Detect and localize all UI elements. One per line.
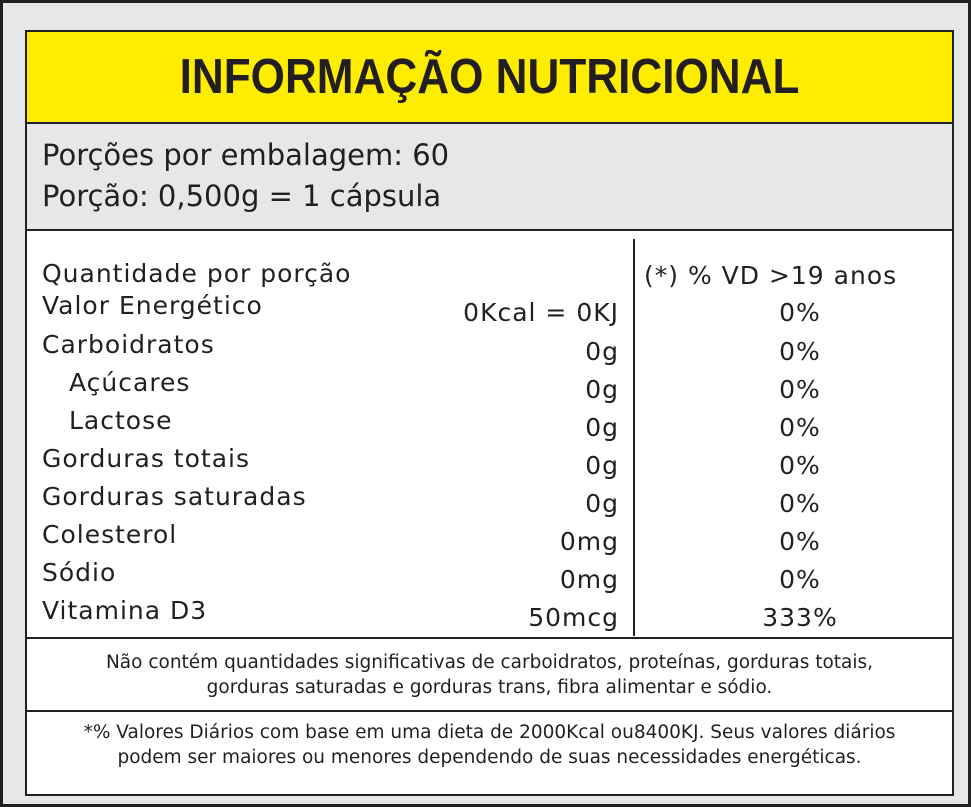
note-line: gorduras saturadas e gorduras trans, fib… xyxy=(206,677,773,698)
nutrient-quantity: 0Kcal = 0KJ xyxy=(463,298,619,327)
table-row: Açúcares 0g 0% xyxy=(27,368,952,406)
insignificant-amounts-note: Não contém quantidades significativas de… xyxy=(27,650,952,700)
nutrient-quantity: 0g xyxy=(585,413,619,442)
nutrient-daily-value: 333% xyxy=(762,603,838,632)
footnote-line: *% Valores Diários com base em uma dieta… xyxy=(83,722,896,743)
nutrient-daily-value: 0% xyxy=(779,565,821,594)
nutrient-quantity: 50mcg xyxy=(528,603,619,632)
table-row: Valor Energético 0Kcal = 0KJ 0% xyxy=(27,291,952,329)
table-row: Carboidratos 0g 0% xyxy=(27,330,952,368)
nutrient-name: Colesterol xyxy=(42,520,178,549)
nutrient-daily-value: 0% xyxy=(779,337,821,366)
nutrient-name: Gorduras saturadas xyxy=(42,482,307,511)
nutrient-quantity: 0g xyxy=(585,375,619,404)
nutrient-daily-value: 0% xyxy=(779,489,821,518)
nutrient-daily-value: 0% xyxy=(779,375,821,404)
table-row: Gorduras totais 0g 0% xyxy=(27,444,952,482)
label-header: INFORMAÇÃO NUTRICIONAL xyxy=(25,30,954,124)
footnote-line: podem ser maiores ou menores dependendo … xyxy=(117,747,862,768)
nutrient-quantity: 0g xyxy=(585,451,619,480)
table-row: Lactose 0g 0% xyxy=(27,406,952,444)
table-row: Vitamina D3 50mcg 333% xyxy=(27,596,952,634)
portion-size: Porção: 0,500g = 1 cápsula xyxy=(42,179,442,213)
nutrient-name: Lactose xyxy=(69,406,173,435)
serving-info: Porções por embalagem: 60 Porção: 0,500g… xyxy=(27,124,952,231)
table-row: Colesterol 0mg 0% xyxy=(27,520,952,558)
nutrient-quantity: 0g xyxy=(585,337,619,366)
column-divider xyxy=(633,239,635,636)
table-bottom-divider xyxy=(27,637,952,639)
nutrient-name: Gorduras totais xyxy=(42,444,250,473)
table-row: Sódio 0mg 0% xyxy=(27,558,952,596)
nutrient-name: Sódio xyxy=(42,558,117,587)
daily-value-header: (*) % VD >19 anos xyxy=(644,261,898,290)
table-row: Gorduras saturadas 0g 0% xyxy=(27,482,952,520)
note-line: Não contém quantidades significativas de… xyxy=(105,652,874,673)
nutrient-name: Valor Energético xyxy=(42,291,263,320)
nutrient-daily-value: 0% xyxy=(779,451,821,480)
nutrient-quantity: 0mg xyxy=(559,527,619,556)
nutrient-daily-value: 0% xyxy=(779,298,821,327)
servings-per-package: Porções por embalagem: 60 xyxy=(42,138,450,172)
nutrient-name: Vitamina D3 xyxy=(42,596,208,625)
label-panel: Porções por embalagem: 60 Porção: 0,500g… xyxy=(25,124,954,796)
daily-values-footnote: *% Valores Diários com base em uma dieta… xyxy=(27,720,952,770)
nutrient-name: Açúcares xyxy=(69,368,191,397)
nutrient-quantity: 0mg xyxy=(559,565,619,594)
nutrient-daily-value: 0% xyxy=(779,527,821,556)
label-title: INFORMAÇÃO NUTRICIONAL xyxy=(179,50,800,104)
nutrient-quantity: 0g xyxy=(585,489,619,518)
quantity-header: Quantidade por porção xyxy=(42,259,352,288)
note-divider xyxy=(27,710,952,712)
nutrient-name: Carboidratos xyxy=(42,330,215,359)
nutrient-daily-value: 0% xyxy=(779,413,821,442)
